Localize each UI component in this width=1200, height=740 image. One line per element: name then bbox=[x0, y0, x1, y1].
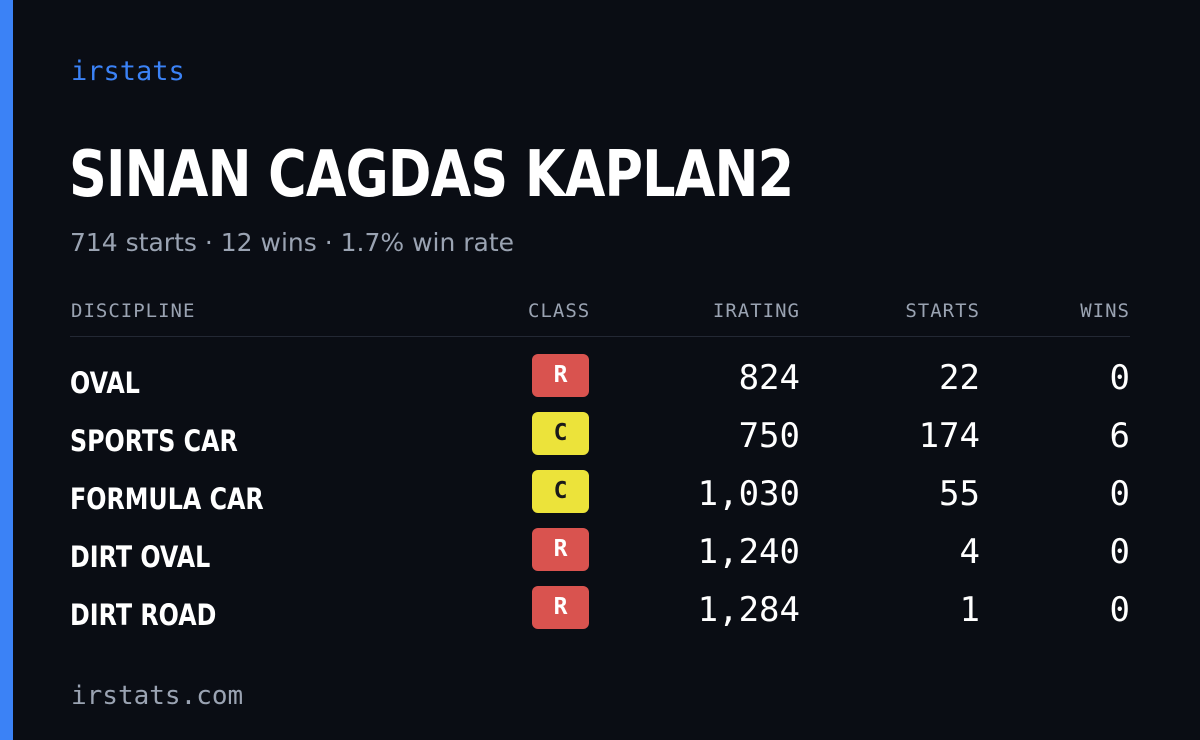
wins-value: 0 bbox=[1109, 358, 1130, 398]
discipline-label: SPORTS CAR bbox=[70, 424, 238, 458]
discipline-label: OVAL bbox=[70, 366, 140, 400]
header-wins: WINS bbox=[1080, 300, 1130, 322]
header-divider bbox=[70, 336, 1130, 337]
driver-summary: 714 starts · 12 wins · 1.7% win rate bbox=[70, 228, 515, 257]
class-badge: R bbox=[532, 528, 589, 571]
wins-value: 0 bbox=[1109, 474, 1130, 514]
class-badge: R bbox=[532, 354, 589, 397]
table-row: FORMULA CAR C 1,030 55 0 bbox=[0, 470, 1200, 528]
wins-value: 6 bbox=[1109, 416, 1130, 456]
header-starts: STARTS bbox=[905, 300, 980, 322]
brand-logo-text: irstats bbox=[71, 56, 185, 87]
starts-value: 174 bbox=[918, 416, 980, 456]
table-row: SPORTS CAR C 750 174 6 bbox=[0, 412, 1200, 470]
wins-value: 0 bbox=[1109, 532, 1130, 572]
footer-url: irstats.com bbox=[71, 681, 244, 711]
header-irating: IRATING bbox=[712, 300, 800, 322]
wins-value: 0 bbox=[1109, 590, 1130, 630]
class-badge: R bbox=[532, 586, 589, 629]
starts-value: 55 bbox=[939, 474, 980, 514]
irating-value: 1,240 bbox=[697, 532, 800, 572]
irating-value: 824 bbox=[738, 358, 800, 398]
starts-value: 4 bbox=[959, 532, 980, 572]
class-badge: C bbox=[532, 470, 589, 513]
starts-value: 22 bbox=[939, 358, 980, 398]
irating-value: 750 bbox=[738, 416, 800, 456]
header-class: CLASS bbox=[528, 300, 591, 322]
table-row: OVAL R 824 22 0 bbox=[0, 354, 1200, 412]
driver-name: SINAN CAGDAS KAPLAN2 bbox=[69, 138, 794, 212]
discipline-label: DIRT ROAD bbox=[70, 598, 217, 632]
irating-value: 1,284 bbox=[697, 590, 800, 630]
starts-value: 1 bbox=[959, 590, 980, 630]
irating-value: 1,030 bbox=[697, 474, 800, 514]
discipline-label: DIRT OVAL bbox=[70, 540, 211, 574]
table-row: DIRT ROAD R 1,284 1 0 bbox=[0, 586, 1200, 644]
discipline-label: FORMULA CAR bbox=[70, 482, 264, 516]
header-discipline: DISCIPLINE bbox=[71, 300, 196, 322]
table-row: DIRT OVAL R 1,240 4 0 bbox=[0, 528, 1200, 586]
accent-bar bbox=[0, 0, 13, 740]
class-badge: C bbox=[532, 412, 589, 455]
